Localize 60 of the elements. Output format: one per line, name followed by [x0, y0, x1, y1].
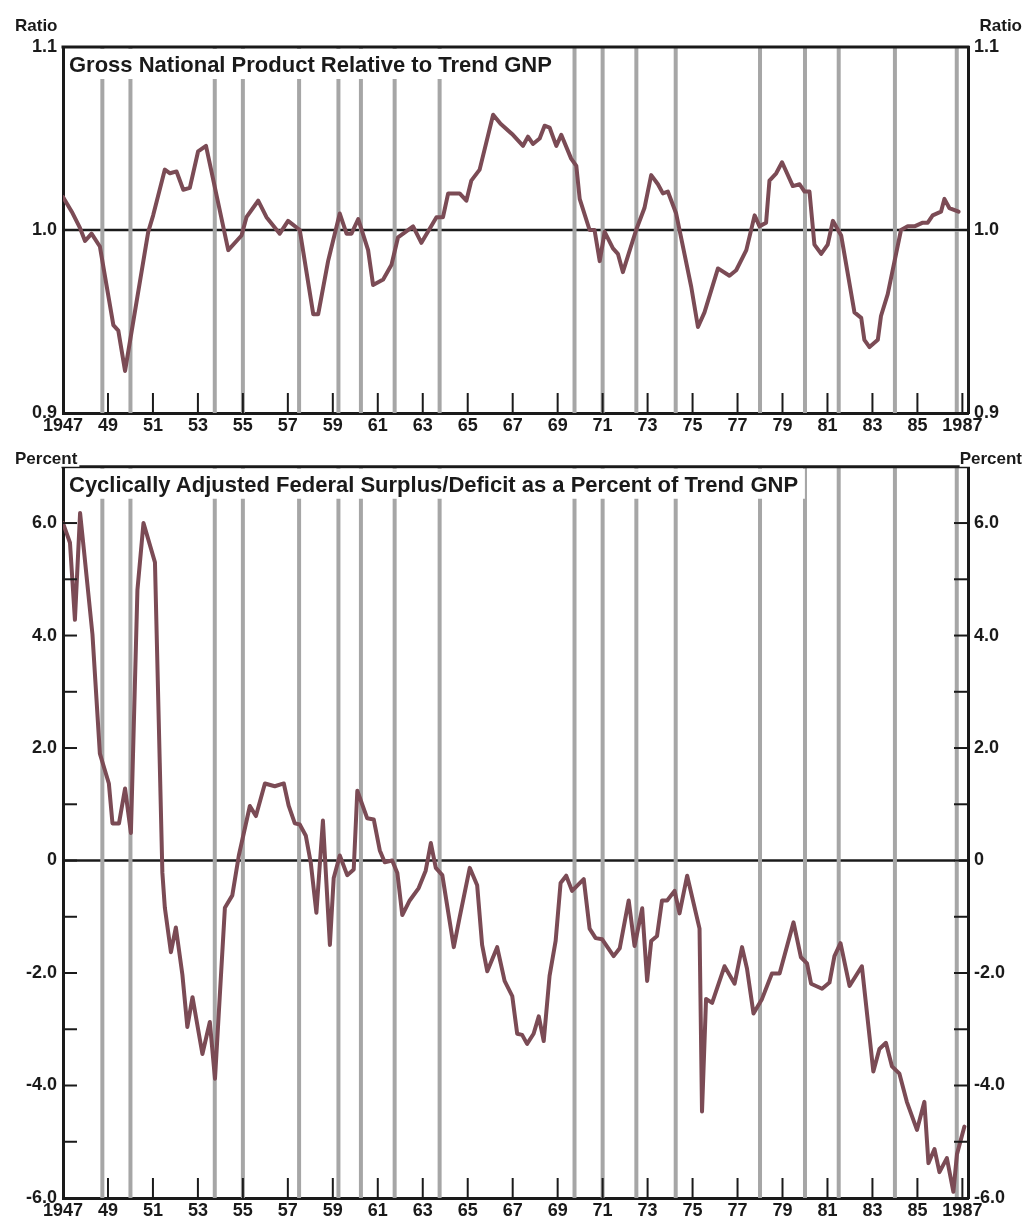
x-tick-label: 73 [637, 414, 658, 435]
x-tick-label: 75 [682, 414, 703, 435]
x-tick-label: 77 [727, 414, 748, 435]
y-axis-title: Ratio [15, 16, 58, 35]
y-tick-label: -2.0 [25, 961, 57, 982]
x-tick-label: 55 [232, 414, 253, 435]
y2-tick-label: 0 [974, 849, 985, 870]
x-tick-label: 57 [277, 414, 298, 435]
x-tick-label: 83 [862, 414, 883, 435]
x-tick-label: 81 [817, 414, 838, 435]
x-tick-label: 79 [772, 1199, 793, 1220]
y-axis-title: Percent [15, 448, 78, 468]
y-tick-label: 4.0 [31, 624, 57, 645]
x-tick-label: 67 [502, 1199, 523, 1220]
y-tick-label: -4.0 [25, 1074, 57, 1095]
y2-axis-title: Percent [959, 448, 1023, 468]
x-tick-label: 83 [862, 1199, 883, 1220]
x-tick-label: 53 [187, 414, 208, 435]
y2-tick-label: -2.0 [974, 961, 1006, 982]
x-tick-label: 57 [277, 1199, 298, 1220]
y-tick-label: 6.0 [31, 512, 57, 533]
x-tick-label: 59 [322, 1199, 343, 1220]
y2-tick-label: 1.0 [974, 218, 1000, 239]
x-tick-label: 77 [727, 1199, 748, 1220]
x-tick-label: 81 [817, 1199, 838, 1220]
x-tick-label: 59 [322, 414, 343, 435]
chart-title: Cyclically Adjusted Federal Surplus/Deficit as a Percent of Trend GNP [69, 471, 799, 497]
y-tick-label: 1.0 [31, 218, 57, 239]
x-tick-label: 49 [97, 414, 118, 435]
x-tick-label: 71 [592, 1199, 613, 1220]
x-tick-label: 49 [97, 1199, 118, 1220]
x-tick-label: 51 [142, 1199, 163, 1220]
y2-tick-label: 1.1 [974, 35, 1000, 56]
y2-axis-title: Ratio [979, 16, 1022, 35]
y2-tick-label: -4.0 [974, 1074, 1006, 1095]
y-tick-label: 1.1 [31, 35, 57, 56]
x-tick-label: 85 [907, 1199, 928, 1220]
x-tick-label: 67 [502, 414, 523, 435]
x-tick-label: 61 [367, 1199, 388, 1220]
x-tick-label: 65 [457, 1199, 478, 1220]
y-tick-label: 2.0 [31, 737, 57, 757]
x-tick-label: 55 [232, 1199, 253, 1220]
x-tick-label: 69 [547, 414, 568, 435]
x-tick-label: 51 [142, 414, 163, 435]
x-tick-label: 61 [367, 414, 388, 435]
x-tick-label: 63 [412, 414, 433, 435]
x-tick-label: 85 [907, 414, 928, 435]
x-tick-label: 63 [412, 1199, 433, 1220]
x-tick-label: 65 [457, 414, 478, 435]
y-tick-label: 0 [46, 849, 57, 870]
x-tick-label: 71 [592, 414, 613, 435]
x-tick-label: 73 [637, 1199, 658, 1220]
y2-tick-label: 4.0 [974, 624, 1000, 645]
y2-tick-label: 6.0 [974, 512, 1000, 533]
chart-title: Gross National Product Relative to Trend GNP [69, 52, 552, 78]
x-tick-label: 75 [682, 1199, 703, 1220]
x-tick-label: 69 [547, 1199, 568, 1220]
x-tick-label: 79 [772, 414, 793, 435]
x-tick-label: 53 [187, 1199, 208, 1220]
y2-tick-label: 2.0 [974, 737, 1000, 757]
